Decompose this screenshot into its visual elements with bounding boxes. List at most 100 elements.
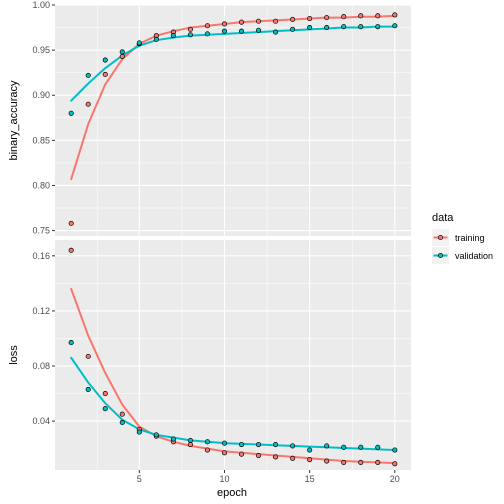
data-point-validation	[375, 444, 381, 450]
data-point-validation	[392, 447, 398, 453]
x-tick-label: 10	[219, 474, 229, 484]
data-point-validation	[204, 439, 210, 445]
data-point-validation	[85, 386, 91, 392]
data-point-training	[204, 23, 210, 29]
data-point-training	[341, 14, 347, 20]
data-point-training	[307, 15, 313, 22]
data-point-validation	[290, 443, 296, 449]
y-tick-label: 0.08	[32, 361, 50, 371]
data-point-validation	[68, 110, 74, 116]
data-point-training	[392, 12, 398, 18]
data-point-validation	[324, 25, 330, 31]
data-point-validation	[68, 340, 74, 346]
data-point-validation	[119, 49, 125, 55]
data-point-training	[256, 452, 262, 459]
data-point-training	[204, 447, 210, 453]
data-point-validation	[170, 436, 176, 442]
data-point-training	[238, 19, 245, 25]
data-point-validation	[341, 24, 347, 30]
data-point-validation	[238, 28, 245, 34]
legend-entry-validation: validation	[432, 247, 493, 264]
data-point-validation	[256, 27, 262, 33]
data-point-training	[290, 455, 296, 461]
legend-key-point	[437, 252, 444, 259]
data-point-training	[119, 53, 125, 59]
y-tick-label: 0.85	[32, 135, 50, 145]
data-point-validation	[290, 26, 296, 32]
data-point-validation	[256, 441, 262, 448]
data-point-validation	[85, 72, 91, 78]
data-point-training	[375, 459, 381, 465]
legend-label: validation	[455, 251, 493, 261]
panel-1: 0.75 0.80 0.85 0.90 0.95 1.00 binary_accuracy	[8, 0, 411, 236]
panel-2: 0.04 0.08 0.12 0.16 loss	[8, 240, 411, 470]
data-point-training	[68, 220, 74, 226]
panel-background	[55, 5, 411, 236]
data-point-validation	[221, 440, 228, 446]
data-point-validation	[358, 24, 364, 30]
data-point-training	[238, 451, 245, 457]
series-line-validation	[70, 356, 396, 452]
y-tick-label: 0.80	[32, 180, 50, 190]
legend-entry-training: training	[432, 229, 485, 246]
y-tick-label: 0.90	[32, 90, 50, 100]
data-point-training	[273, 18, 279, 24]
data-point-training	[221, 450, 228, 456]
data-point-training	[68, 247, 74, 253]
data-point-training	[187, 441, 193, 448]
data-point-training	[85, 101, 91, 107]
data-point-validation	[136, 429, 142, 435]
data-point-training	[324, 458, 330, 464]
data-point-validation	[307, 25, 313, 31]
data-point-validation	[324, 443, 330, 449]
data-point-validation	[204, 31, 210, 37]
data-point-training	[358, 459, 364, 465]
data-point-training	[119, 411, 125, 417]
x-tick-label: 15	[305, 474, 315, 484]
data-point-training	[341, 459, 347, 465]
legend: data training validation	[432, 212, 493, 264]
data-point-training	[358, 13, 364, 19]
data-point-validation	[238, 441, 245, 448]
data-point-training	[307, 457, 313, 463]
data-point-training	[102, 391, 108, 397]
legend-label: training	[455, 233, 485, 243]
data-point-validation	[102, 57, 108, 63]
data-point-training	[85, 353, 91, 359]
y-tick-label: 0.95	[32, 45, 50, 55]
x-tick-label: 5	[137, 474, 142, 484]
data-point-validation	[119, 419, 125, 426]
legend-title: data	[432, 212, 454, 224]
y-tick-label: 0.04	[32, 416, 50, 426]
data-point-validation	[153, 432, 159, 438]
data-point-training	[221, 21, 228, 27]
data-point-validation	[221, 28, 228, 34]
data-point-validation	[187, 437, 193, 443]
data-point-training	[256, 18, 262, 24]
data-point-training	[187, 26, 193, 32]
data-point-validation	[375, 24, 381, 30]
legend-key-point	[437, 234, 444, 241]
data-point-validation	[341, 444, 347, 450]
data-point-validation	[307, 447, 313, 453]
data-point-validation	[273, 29, 279, 35]
panel-background	[55, 240, 411, 470]
data-point-validation	[273, 441, 279, 448]
data-point-training	[290, 16, 296, 22]
series-line-training	[70, 287, 396, 465]
y-axis-title: binary_accuracy	[8, 80, 20, 161]
y-tick-label: 0.16	[32, 251, 50, 261]
series-line-validation	[70, 25, 396, 102]
data-point-validation	[170, 33, 176, 39]
data-point-training	[375, 13, 381, 19]
data-point-validation	[187, 32, 193, 38]
data-point-training	[102, 71, 108, 78]
data-point-validation	[153, 36, 159, 42]
series-line-training	[70, 14, 396, 181]
data-point-training	[392, 461, 398, 467]
data-point-validation	[358, 444, 364, 450]
x-axis-title: epoch	[217, 487, 247, 499]
data-point-training	[324, 15, 330, 21]
x-axis: 5 10 15 20	[137, 470, 400, 484]
